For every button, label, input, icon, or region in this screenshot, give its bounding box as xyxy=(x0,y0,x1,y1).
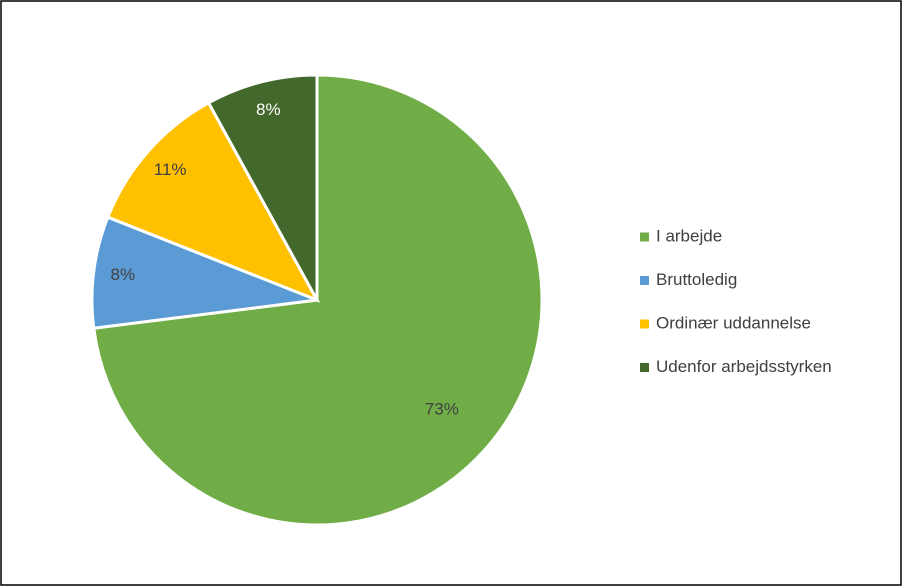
legend-label: I arbejde xyxy=(656,226,722,245)
legend-label: Ordinær uddannelse xyxy=(656,313,811,332)
legend-swatch xyxy=(640,363,649,372)
data-label: 8% xyxy=(256,100,281,119)
data-label: 11% xyxy=(154,160,187,179)
pie-slice xyxy=(206,73,319,301)
legend-swatch xyxy=(640,276,649,285)
data-label: 8% xyxy=(111,265,136,284)
legend-label: Bruttoledig xyxy=(656,270,737,289)
legend-swatch xyxy=(640,319,649,329)
pie-slice xyxy=(90,215,318,330)
legend-swatch xyxy=(640,232,649,242)
legend-label: Udenfor arbejdsstyrken xyxy=(656,357,832,376)
pie-slice xyxy=(105,100,321,303)
data-label: 73% xyxy=(425,400,459,419)
